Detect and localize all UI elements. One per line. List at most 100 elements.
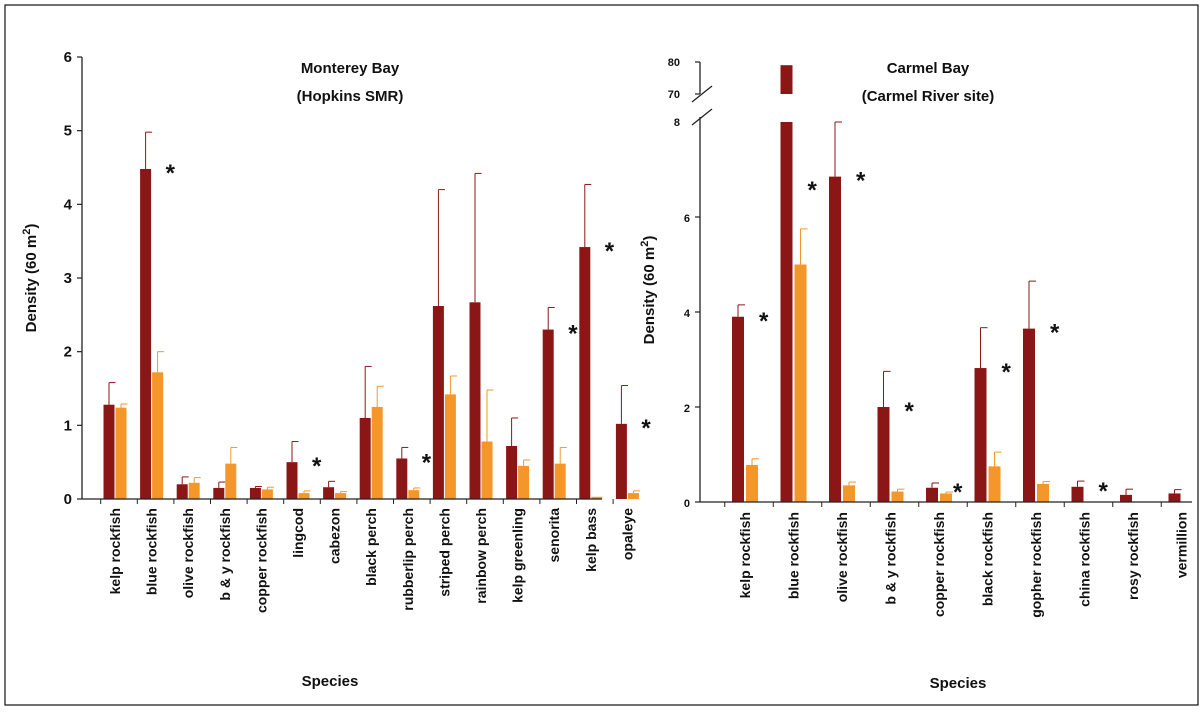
y-axis-ticks: 0 2 4 6 70 80 8 <box>668 57 700 510</box>
bar <box>335 493 347 499</box>
bar <box>554 463 566 499</box>
y-tick-label: 8 <box>674 117 680 129</box>
x-tick-label: olive rockfish <box>180 508 196 598</box>
bar <box>444 394 456 499</box>
y-tick-label: 6 <box>684 213 690 225</box>
bar <box>249 487 261 499</box>
y-tick-label: 3 <box>64 270 72 287</box>
bar <box>732 316 744 502</box>
chart-subtitle: (Carmel River site) <box>862 88 995 105</box>
axis-break-mark <box>691 85 713 103</box>
bar <box>627 493 639 499</box>
y-tick-label: 1 <box>64 417 72 434</box>
x-tick-label: striped perch <box>436 508 452 597</box>
x-tick-label: rainbow perch <box>473 508 489 604</box>
bar <box>371 406 383 499</box>
y-tick-label: 0 <box>684 498 690 510</box>
bar <box>140 168 152 499</box>
bar <box>746 464 758 502</box>
x-tick-label: gopher rockfish <box>1028 512 1044 618</box>
bar <box>176 484 188 499</box>
chart-subtitle: (Hopkins SMR) <box>297 88 404 105</box>
y-axis-label-end: ) <box>641 236 658 241</box>
bar-upper-segment <box>780 65 793 94</box>
bar <box>891 491 904 502</box>
bar <box>940 493 952 502</box>
significance-star: * <box>166 160 176 187</box>
x-tick-label: rosy rockfish <box>1125 512 1141 600</box>
bar <box>481 441 493 499</box>
bar <box>225 463 237 499</box>
bar <box>591 496 603 499</box>
bar <box>469 302 481 499</box>
x-tick-label: kelp bass <box>583 508 599 572</box>
bar <box>188 482 200 499</box>
x-tick-label: kelp rockfish <box>737 512 753 598</box>
bar <box>843 485 855 502</box>
x-axis-label: Species <box>302 673 359 690</box>
bar <box>794 264 807 502</box>
y-axis-label-main: Density (60 m <box>23 235 40 333</box>
x-axis-categories: kelp rockfish blue rockfish olive rockfish… <box>100 499 635 613</box>
x-tick-label: china rockfish <box>1077 512 1093 607</box>
x-tick-label: opaleye <box>619 508 635 560</box>
bar <box>829 176 841 502</box>
y-axis-label-sup: 2 <box>21 229 33 235</box>
x-tick-label: b & y rockfish <box>217 508 233 601</box>
x-tick-label: rubberlip perch <box>400 508 416 611</box>
x-tick-label: kelp greenling <box>510 508 526 603</box>
bar <box>396 458 408 499</box>
y-axis-label: Density (60 m2) <box>21 224 40 333</box>
bar <box>261 489 273 499</box>
y-axis-label-sup: 2 <box>639 241 651 247</box>
x-tick-label: olive rockfish <box>834 512 850 602</box>
bar <box>615 423 627 499</box>
x-tick-label: senorita <box>546 508 562 563</box>
bar <box>1023 328 1035 502</box>
significance-star: * <box>856 168 866 195</box>
significance-star: * <box>312 453 322 480</box>
y-tick-label: 4 <box>684 308 691 320</box>
bar <box>115 407 127 499</box>
chart-monterey-bay: Monterey Bay (Hopkins SMR) Density (60 m… <box>21 49 651 690</box>
bar <box>1120 494 1132 502</box>
bar <box>926 487 938 502</box>
y-tick-label: 6 <box>64 49 72 66</box>
chart-title: Monterey Bay <box>301 60 400 77</box>
x-tick-label: black rockfish <box>980 512 996 606</box>
significance-star: * <box>422 449 432 476</box>
x-tick-label: lingcod <box>290 508 306 558</box>
x-tick-label: black perch <box>363 508 379 586</box>
bar <box>152 372 164 499</box>
bar <box>286 462 298 499</box>
bar <box>213 487 225 499</box>
y-axis-ticks: 0 1 2 3 4 5 6 <box>64 49 82 508</box>
bar <box>518 465 530 499</box>
significance-star: * <box>568 321 578 348</box>
significance-star: * <box>759 308 769 335</box>
y-tick-label: 80 <box>668 57 680 69</box>
bar <box>298 493 310 499</box>
x-tick-label: blue rockfish <box>786 512 802 599</box>
y-axis-label-end: ) <box>23 224 40 229</box>
bar <box>1037 483 1049 502</box>
bar <box>408 490 420 499</box>
bar <box>1168 493 1181 502</box>
bar <box>877 407 890 502</box>
y-tick-label: 0 <box>64 491 72 508</box>
significance-star: * <box>1099 478 1109 505</box>
y-tick-label: 2 <box>64 344 72 361</box>
y-tick-label: 70 <box>668 89 680 101</box>
figure-frame <box>4 4 1199 706</box>
y-tick-label: 4 <box>64 196 73 213</box>
x-tick-label: kelp rockfish <box>107 508 123 594</box>
significance-star: * <box>605 238 615 265</box>
x-axis-label: Species <box>930 675 987 692</box>
significance-star: * <box>1002 359 1012 386</box>
y-axis-label: Density (60 m2) <box>639 236 658 345</box>
bar-marks: * * * * * * <box>103 131 651 499</box>
x-tick-label: copper rockfish <box>931 512 947 617</box>
bar <box>974 368 987 502</box>
significance-star: * <box>1050 320 1060 347</box>
